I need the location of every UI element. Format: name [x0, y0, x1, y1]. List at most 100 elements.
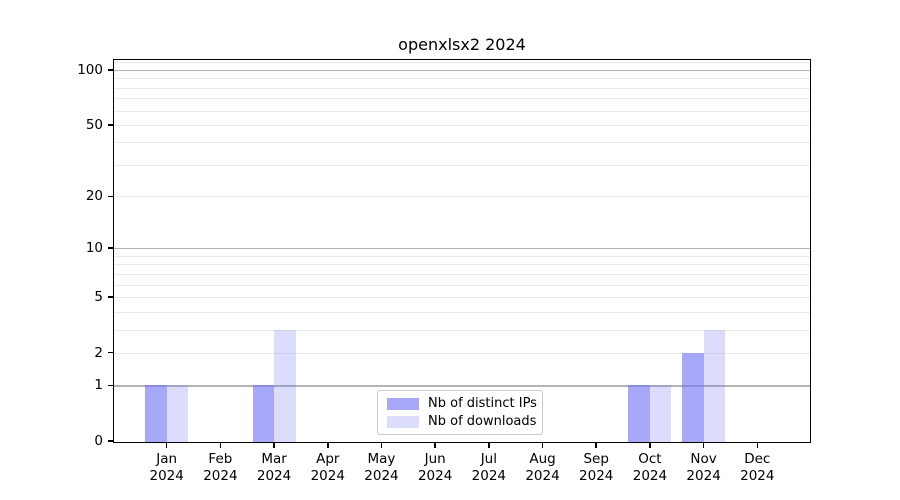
- gridline-minor: [113, 87, 811, 89]
- x-tick-month: Aug: [529, 451, 556, 467]
- gridline-minor: [113, 78, 811, 80]
- x-tick-label: Jul 2024: [449, 451, 529, 485]
- x-tick-year: 2024: [310, 468, 345, 484]
- gridline-minor: [113, 62, 811, 64]
- x-tick-month: Jun: [424, 451, 446, 467]
- x-tick-month: Jan: [156, 451, 178, 467]
- x-tick-label: Sep 2024: [556, 451, 636, 485]
- legend-item: Nb of downloads: [387, 414, 542, 429]
- y-tick-label: 10: [85, 240, 103, 257]
- bar-distinct-ips-oct: [628, 385, 650, 443]
- gridline-minor: [113, 110, 811, 112]
- y-tick-mark: [108, 195, 113, 197]
- x-tick-label: Jan 2024: [127, 451, 207, 485]
- gridline-minor: [113, 142, 811, 144]
- gridline-minor: [113, 164, 811, 166]
- x-tick-year: 2024: [417, 468, 453, 484]
- x-tick-year: 2024: [525, 468, 560, 484]
- bar-distinct-ips-nov: [682, 352, 704, 443]
- y-tick-mark: [108, 351, 113, 354]
- y-tick-label: 2: [94, 344, 103, 361]
- gridline-minor: [113, 352, 811, 354]
- x-tick-label: Jun 2024: [395, 451, 475, 485]
- gridline-major: [113, 247, 811, 250]
- x-tick-year: 2024: [632, 468, 668, 484]
- y-tick-label: 50: [85, 116, 103, 133]
- x-tick-mark: [541, 443, 544, 448]
- legend-swatch-distinct-ips: [387, 397, 419, 410]
- x-tick-month: Sep: [583, 451, 609, 467]
- gridline-major: [113, 385, 811, 387]
- x-tick-year: 2024: [203, 468, 238, 484]
- legend-label: Nb of distinct IPs: [428, 396, 537, 411]
- x-tick-year: 2024: [686, 468, 721, 484]
- gridline-minor: [113, 311, 811, 313]
- y-tick-label: 20: [85, 188, 103, 205]
- legend: Nb of distinct IPs Nb of downloads: [377, 390, 543, 435]
- plot-area: [113, 59, 811, 443]
- x-tick-month: Oct: [638, 451, 662, 467]
- gridline-major: [113, 69, 811, 72]
- x-tick-mark: [756, 443, 759, 448]
- x-tick-month: Feb: [208, 451, 233, 467]
- x-tick-year: 2024: [149, 468, 184, 484]
- bar-downloads-jan: [166, 385, 189, 443]
- x-tick-label: Dec 2024: [717, 451, 797, 485]
- y-tick-mark: [108, 384, 113, 387]
- x-tick-month: Nov: [690, 451, 717, 467]
- x-tick-mark: [649, 443, 651, 448]
- x-tick-year: 2024: [740, 468, 775, 484]
- x-tick-mark: [165, 443, 168, 448]
- x-tick-mark: [702, 443, 705, 448]
- gridline-minor: [113, 296, 811, 298]
- x-tick-mark: [327, 443, 329, 448]
- x-tick-label: Nov 2024: [664, 451, 744, 485]
- legend-label: Nb of downloads: [428, 414, 537, 429]
- x-tick-mark: [219, 443, 222, 448]
- y-tick-label: 100: [77, 62, 103, 78]
- x-tick-label: Feb 2024: [180, 451, 260, 485]
- x-tick-year: 2024: [364, 468, 399, 484]
- x-tick-month: Jul: [480, 451, 497, 467]
- y-tick-label: 1: [94, 377, 103, 394]
- chart-title: openxlsx2 2024: [398, 35, 526, 54]
- gridline-minor: [113, 329, 811, 331]
- x-tick-year: 2024: [579, 468, 614, 484]
- gridline-minor: [113, 98, 811, 100]
- y-tick-mark: [108, 124, 113, 126]
- gridline-minor: [113, 284, 811, 286]
- y-tick-label: 0: [94, 433, 103, 449]
- legend-item: Nb of distinct IPs: [387, 396, 542, 411]
- y-tick-mark: [108, 296, 113, 298]
- x-tick-label: Mar 2024: [234, 451, 314, 485]
- x-tick-label: Oct 2024: [610, 451, 690, 485]
- x-tick-month: Dec: [744, 451, 771, 467]
- legend-swatch-downloads: [387, 415, 419, 428]
- bar-downloads-mar: [274, 329, 296, 443]
- y-tick-mark: [108, 69, 113, 71]
- x-tick-month: Apr: [316, 451, 340, 467]
- x-tick-label: May 2024: [341, 451, 421, 485]
- x-tick-mark: [595, 443, 597, 448]
- x-tick-mark: [380, 443, 383, 448]
- bar-distinct-ips-mar: [252, 385, 275, 443]
- gridline-minor: [113, 273, 811, 275]
- x-tick-mark: [273, 443, 275, 448]
- y-tick-mark: [108, 247, 113, 249]
- y-tick-label: 5: [94, 288, 103, 305]
- gridline-minor: [113, 124, 811, 126]
- x-tick-year: 2024: [471, 468, 507, 484]
- x-tick-label: Apr 2024: [288, 451, 368, 485]
- x-tick-label: Aug 2024: [503, 451, 583, 485]
- bar-downloads-oct: [649, 385, 672, 443]
- y-tick-mark: [108, 440, 113, 442]
- x-tick-year: 2024: [256, 468, 292, 484]
- x-tick-month: Mar: [261, 451, 287, 467]
- x-tick-mark: [434, 443, 436, 448]
- x-tick-month: May: [367, 451, 396, 467]
- gridlines-layer: [113, 59, 811, 443]
- bars-layer: [113, 59, 811, 443]
- x-tick-mark: [488, 443, 490, 448]
- gridline-minor: [113, 255, 811, 257]
- bar-downloads-nov: [703, 329, 726, 443]
